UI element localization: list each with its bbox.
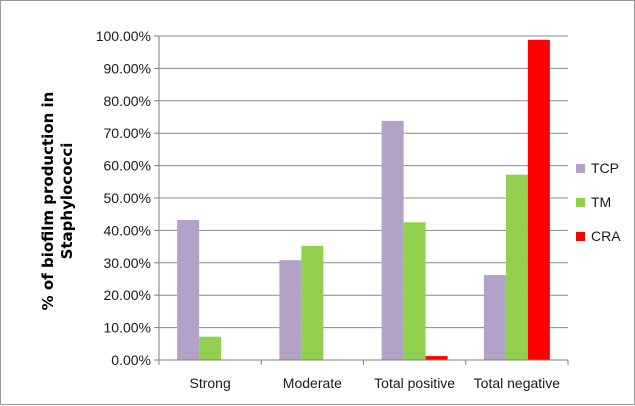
y-axis-title: % of biofilm production in Staphylococci	[39, 92, 76, 311]
legend-swatch-cra	[576, 232, 585, 241]
legend-label-tm: TM	[591, 194, 611, 210]
legend-swatch-tm	[576, 198, 585, 207]
y-tick-label: 30.00%	[104, 255, 151, 271]
y-axis-title-line-2: Staphylococci	[58, 143, 76, 260]
x-category-labels: Strong Moderate Total positive Total negati…	[190, 375, 561, 391]
axes	[158, 36, 568, 361]
bars	[177, 39, 550, 360]
bar-tm-moderate	[301, 245, 324, 360]
y-tick-label: 50.00%	[104, 190, 151, 206]
y-tick-label: 80.00%	[104, 93, 151, 109]
y-tick-label: 10.00%	[104, 320, 151, 336]
bar-tcp-moderate	[279, 260, 302, 360]
x-category-label: Total negative	[474, 375, 561, 391]
y-tick-label: 40.00%	[104, 222, 151, 238]
y-tick-labels: 0.00% 10.00% 20.00% 30.00% 40.00% 50.00% 60.00…	[96, 28, 151, 368]
x-category-label: Strong	[190, 375, 231, 391]
y-tick-label: 90.00%	[104, 60, 151, 76]
gridlines	[154, 35, 569, 365]
y-tick-label: 100.00%	[96, 28, 151, 44]
bar-tm-strong	[199, 336, 222, 360]
bar-tcp-total-positive	[381, 120, 404, 360]
y-tick-label: 70.00%	[104, 125, 151, 141]
legend-label-cra: CRA	[591, 228, 621, 244]
x-category-label: Total positive	[374, 375, 455, 391]
x-category-label: Moderate	[283, 375, 342, 391]
bar-tcp-strong	[177, 220, 200, 360]
y-axis-title-line-1: % of biofilm production in	[39, 92, 57, 311]
bar-tm-total-negative	[505, 174, 528, 360]
y-tick-label: 60.00%	[104, 158, 151, 174]
y-tick-label: 20.00%	[104, 287, 151, 303]
bar-tm-total-positive	[403, 222, 426, 360]
legend-label-tcp: TCP	[591, 160, 619, 176]
bar-tcp-total-negative	[483, 275, 506, 360]
legend-swatch-tcp	[576, 164, 585, 173]
legend: TCP TM CRA	[576, 160, 621, 244]
y-tick-label: 0.00%	[111, 352, 151, 368]
bar-cra-total-positive	[425, 356, 448, 360]
bar-cra-total-negative	[527, 39, 550, 360]
